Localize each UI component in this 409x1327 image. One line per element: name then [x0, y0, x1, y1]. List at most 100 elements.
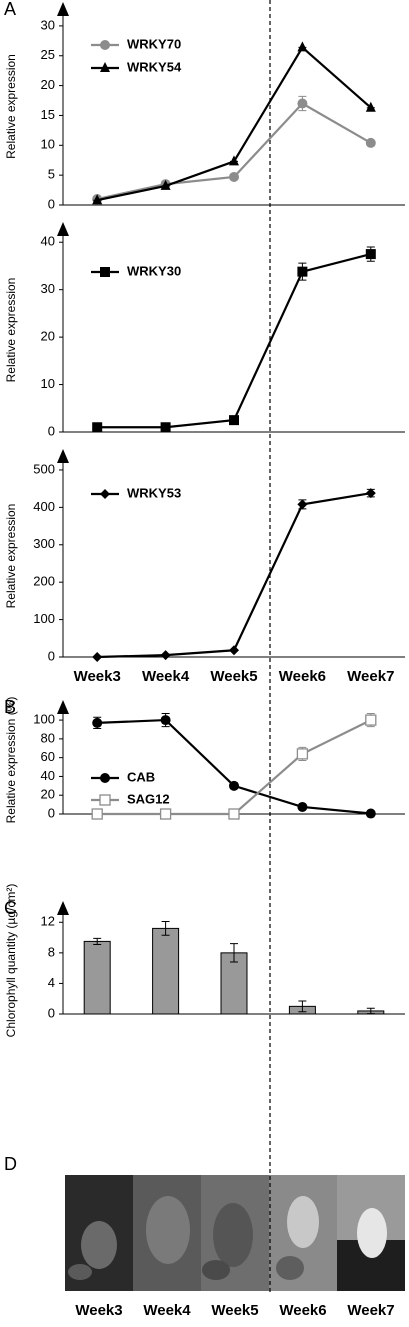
y-axis-label: Relative expression [4, 54, 18, 159]
series-line [97, 492, 371, 659]
legend-label: WRKY54 [127, 59, 182, 74]
y-tick-label: 0 [48, 423, 55, 438]
photo-caption: Week5 [211, 1302, 258, 1319]
legend-label: WRKY70 [127, 36, 181, 51]
axis-arrow [57, 449, 69, 463]
leaf [357, 1208, 387, 1258]
x-tick-label: Week7 [347, 668, 394, 685]
y-tick-label: 0 [48, 1005, 55, 1020]
y-tick-label: 10 [41, 376, 55, 391]
axis-arrow [57, 2, 69, 16]
marker [297, 98, 308, 109]
x-tick-label: Week3 [74, 668, 121, 685]
y-axis-label: Relative expression [4, 504, 18, 609]
y-tick-label: 400 [33, 499, 55, 514]
marker [92, 194, 103, 205]
leaf [287, 1196, 319, 1248]
leaf [81, 1221, 117, 1269]
marker [365, 249, 376, 260]
y-tick-label: 8 [48, 944, 55, 959]
leaf [146, 1196, 190, 1264]
marker [160, 715, 171, 726]
y-tick-label: 20 [41, 77, 55, 92]
marker [365, 137, 376, 148]
y-tick-label: 200 [33, 574, 55, 589]
y-tick-label: 100 [33, 611, 55, 626]
y-tick-label: 80 [41, 730, 55, 745]
panel-label: D [4, 1154, 17, 1174]
legend-marker [100, 62, 110, 72]
legend-marker [99, 794, 111, 806]
marker [229, 645, 239, 656]
leaf [276, 1256, 304, 1280]
legend-label: WRKY53 [127, 485, 181, 500]
marker [92, 422, 103, 433]
y-tick-label: 12 [41, 914, 55, 929]
legend-label: WRKY30 [127, 263, 181, 278]
y-tick-label: 300 [33, 536, 55, 551]
leaf [68, 1264, 92, 1280]
leaf [202, 1260, 230, 1280]
legend-label: CAB [127, 769, 155, 784]
error-bar [161, 921, 170, 936]
marker [296, 748, 309, 760]
y-axis-label: Relative expression [4, 278, 18, 383]
photo-caption: Week3 [75, 1302, 122, 1319]
y-tick-label: 60 [41, 749, 55, 764]
leaf [213, 1203, 253, 1267]
y-axis-label: Relative expression (%) [4, 697, 18, 824]
y-tick-label: 15 [41, 107, 55, 122]
axis-arrow [57, 222, 69, 236]
marker [365, 488, 376, 499]
y-tick-label: 0 [48, 648, 55, 663]
panel-label: A [4, 0, 16, 19]
marker [92, 652, 103, 662]
marker [159, 808, 172, 820]
bar [83, 940, 111, 1015]
y-axis-label: Chlorophyll quantity (µg/cm²) [4, 884, 18, 1038]
axis-arrow [57, 901, 69, 915]
marker [228, 808, 240, 820]
x-tick-label: Week6 [279, 668, 326, 685]
panel-label: B [4, 697, 16, 717]
marker [297, 266, 308, 277]
axis-arrow [57, 700, 69, 714]
marker [365, 714, 377, 726]
photo-caption: Week6 [279, 1302, 326, 1319]
legend-marker [100, 40, 110, 50]
y-tick-label: 30 [41, 281, 55, 296]
marker [365, 101, 376, 112]
legend-marker [100, 773, 110, 783]
x-tick-label: Week4 [142, 668, 190, 685]
marker [229, 171, 239, 182]
marker [160, 179, 171, 190]
marker [229, 415, 239, 426]
y-tick-label: 20 [41, 329, 55, 344]
marker [297, 41, 308, 52]
marker [365, 808, 376, 819]
y-tick-label: 500 [33, 461, 55, 476]
y-tick-label: 100 [33, 712, 55, 727]
legend-marker [100, 267, 110, 277]
y-tick-label: 30 [41, 17, 55, 32]
bar [152, 927, 180, 1015]
y-tick-label: 0 [48, 805, 55, 820]
y-tick-label: 10 [41, 137, 55, 152]
marker [160, 650, 171, 661]
x-tick-label: Week5 [210, 668, 257, 685]
error-bar [230, 943, 238, 963]
marker [92, 717, 103, 728]
y-tick-label: 5 [48, 167, 55, 182]
y-tick-label: 4 [48, 975, 55, 990]
marker [91, 808, 103, 820]
series-line [97, 253, 372, 429]
photo-strip [65, 1175, 405, 1291]
y-tick-label: 0 [48, 196, 55, 211]
marker [297, 801, 308, 812]
photo-caption: Week7 [347, 1302, 394, 1319]
legend-label: SAG12 [127, 791, 170, 806]
y-tick-label: 20 [41, 787, 55, 802]
y-tick-label: 25 [41, 47, 55, 62]
marker [229, 780, 239, 791]
